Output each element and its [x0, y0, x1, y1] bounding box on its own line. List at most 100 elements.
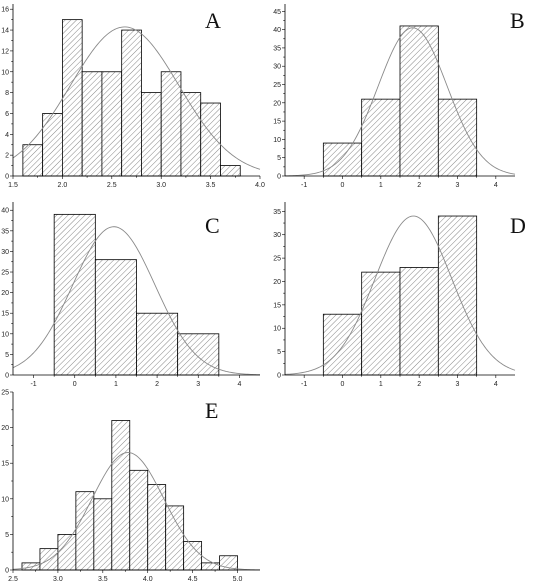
- y-tick-label: 0: [5, 568, 9, 575]
- x-tick-label: 1: [379, 381, 383, 388]
- histogram-bar: [111, 420, 131, 571]
- x-tick-label: 2: [417, 381, 421, 388]
- panel-letter-a: A: [205, 8, 221, 33]
- histogram-bar: [53, 213, 96, 376]
- x-tick-label: -1: [301, 381, 307, 388]
- y-tick-label: 0: [5, 373, 9, 380]
- histogram-bar: [220, 165, 241, 177]
- y-tick-label: 16: [1, 7, 9, 14]
- normal-fit-curve: [12, 26, 261, 170]
- x-tick-label: 0: [341, 381, 345, 388]
- y-tick-label: 20: [273, 279, 281, 286]
- histogram-bar: [22, 144, 44, 177]
- y-tick-label: 5: [277, 155, 281, 162]
- histogram-bar: [62, 19, 83, 177]
- histogram-bar: [322, 142, 363, 177]
- x-tick-label: 1: [379, 182, 383, 189]
- y-tick-label: 10: [1, 69, 9, 76]
- x-tick-label: 4.5: [188, 576, 198, 583]
- x-tick-label: 4.0: [143, 576, 153, 583]
- histogram-bar: [361, 98, 401, 177]
- y-tick-label: 25: [273, 82, 281, 89]
- x-tick-label: 0: [341, 182, 345, 189]
- panel-letter-e: E: [205, 398, 218, 423]
- y-tick-label: 30: [273, 232, 281, 239]
- histogram-bar: [21, 562, 41, 571]
- normal-fit-curve: [12, 452, 261, 571]
- y-tick-label: 4: [5, 132, 9, 139]
- x-tick-label: 1: [114, 381, 118, 388]
- y-tick-label: 15: [273, 302, 281, 309]
- panel-d: -1 0 1 2 3 4 0 5 10 15 20 25 30 35 D: [273, 202, 526, 388]
- y-tick-label: 30: [1, 249, 9, 256]
- y-tick-label: 15: [1, 461, 9, 468]
- normal-fit-curve: [12, 226, 261, 376]
- panel-e: 2.5 3.0 3.5 4.0 4.5 5.0 0 5 10 15 20 25 E: [1, 390, 261, 583]
- x-tick-label: 3.5: [98, 576, 108, 583]
- y-tick-label: 0: [277, 174, 281, 181]
- y-tick-label: 10: [273, 326, 281, 333]
- y-tick-label: 35: [273, 45, 281, 52]
- y-tick-label: 2: [5, 153, 9, 160]
- y-tick-label: 15: [273, 119, 281, 126]
- histogram-bar: [183, 541, 203, 571]
- y-tick-label: 40: [273, 27, 281, 34]
- x-tick-label: 4: [494, 381, 498, 388]
- histogram-bar: [121, 29, 142, 177]
- y-tick-label: 25: [1, 270, 9, 277]
- x-tick-label: 0: [73, 381, 77, 388]
- x-tick-label: 2: [417, 182, 421, 189]
- y-tick-label: 10: [1, 331, 9, 338]
- x-tick-label: 3.5: [206, 182, 216, 189]
- y-tick-label: 25: [1, 390, 9, 397]
- histogram-bar: [141, 92, 162, 177]
- y-tick-label: 8: [5, 90, 9, 97]
- x-tick-label: 4.0: [255, 182, 265, 189]
- x-tick-label: 3.0: [156, 182, 166, 189]
- histogram-bar: [101, 71, 123, 177]
- y-tick-label: 40: [1, 208, 9, 215]
- x-tick-label: -1: [30, 381, 36, 388]
- histogram-bar: [57, 534, 77, 571]
- histogram-bar: [160, 71, 182, 177]
- y-tick-label: 10: [273, 137, 281, 144]
- normal-fit-curve: [284, 215, 516, 375]
- y-tick-label: 14: [1, 28, 9, 35]
- histogram-bar: [437, 215, 478, 376]
- histogram-bar: [136, 312, 179, 376]
- x-tick-label: 1.5: [8, 182, 18, 189]
- histogram-bar: [42, 113, 63, 177]
- y-tick-label: 20: [1, 290, 9, 297]
- histogram-bar: [129, 469, 149, 571]
- x-tick-label: 4: [494, 182, 498, 189]
- histogram-bar: [399, 267, 439, 376]
- x-tick-label: 4: [237, 381, 241, 388]
- histogram-bar: [437, 98, 478, 177]
- x-tick-label: 3: [456, 182, 460, 189]
- x-tick-label: 2.5: [107, 182, 117, 189]
- y-tick-label: 20: [273, 100, 281, 107]
- histogram-bar: [75, 491, 95, 571]
- y-tick-label: 5: [5, 352, 9, 359]
- histogram-bar: [201, 562, 220, 571]
- histogram-bar: [200, 102, 221, 177]
- histogram-bar: [94, 259, 137, 376]
- x-tick-label: 2.5: [8, 576, 18, 583]
- x-tick-label: 2.0: [58, 182, 68, 189]
- panel-letter-d: D: [510, 213, 526, 238]
- y-tick-label: 15: [1, 311, 9, 318]
- y-tick-label: 12: [1, 48, 9, 55]
- histogram-bar: [81, 71, 103, 177]
- y-tick-label: 35: [1, 228, 9, 235]
- panel-letter-b: B: [510, 8, 525, 33]
- panel-letter-c: C: [205, 213, 220, 238]
- histogram-bar: [361, 271, 401, 376]
- x-tick-label: -1: [301, 182, 307, 189]
- y-tick-label: 25: [273, 256, 281, 263]
- y-tick-label: 5: [5, 532, 9, 539]
- panel-a: 1.5 2.0 2.5 3.0 3.5 4.0 0 2 4 6 8 10 12 14 16 A: [1, 4, 265, 189]
- histogram-bar: [93, 498, 113, 571]
- x-tick-label: 5.0: [233, 576, 243, 583]
